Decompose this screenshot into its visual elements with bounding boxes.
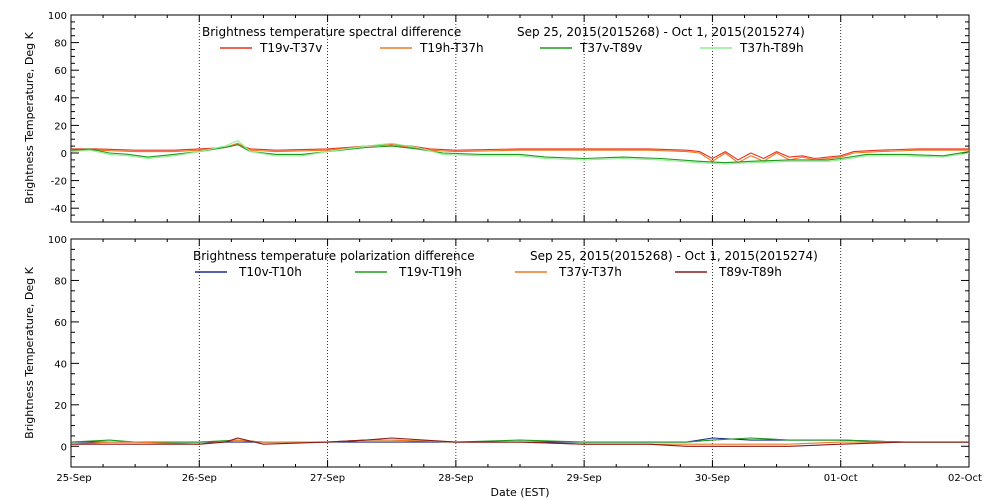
x-axis-ticks-bottom: [70, 239, 970, 467]
x-tick-label: 27-Sep: [310, 473, 345, 484]
legend-label: T19h-T37h: [419, 41, 484, 55]
y-tick-label: 40: [54, 94, 67, 105]
x-axis-label: Date (EST): [490, 486, 549, 499]
legend-top: T19v-T37v T19h-T37h T37v-T89v T37h-T89h: [220, 41, 804, 55]
x-axis-tick-labels: 25-Sep 26-Sep 27-Sep 28-Sep 29-Sep 30-Sep 01-O…: [56, 473, 982, 484]
plot-frame-bottom: [70, 238, 970, 468]
y-tick-label: -40: [51, 204, 67, 215]
x-tick-label: 30-Sep: [695, 473, 730, 484]
y-tick-label: 20: [54, 401, 67, 412]
legend-label: T37h-T89h: [739, 41, 804, 55]
y-axis-label-top: Brightness Temperature, Deg K: [23, 31, 36, 203]
legend-label: T10v-T10h: [238, 265, 302, 279]
y-tick-label: 0: [61, 149, 67, 160]
y-axis-ticks-top: -40 -20 0 20 40 60 80 100: [48, 11, 969, 223]
legend-label: T37v-T89v: [579, 41, 642, 55]
y-tick-label: 60: [54, 66, 67, 77]
plot-frame-top: [70, 14, 970, 223]
polarization-difference-panel: 0 20 40 60 80 100 Brightness temperature pola…: [23, 235, 970, 468]
chart-title-bottom: Brightness temperature polarization diff…: [193, 249, 475, 263]
y-tick-label: 40: [54, 359, 67, 370]
chart-date-range-bottom: Sep 25, 2015(2015268) - Oct 1, 2015(2015…: [530, 249, 818, 263]
chart-date-range-top: Sep 25, 2015(2015268) - Oct 1, 2015(2015…: [517, 25, 805, 39]
y-tick-label: 100: [48, 235, 67, 246]
x-tick-label: 29-Sep: [567, 473, 602, 484]
x-tick-label: 01-Oct: [824, 473, 858, 484]
x-tick-label: 26-Sep: [182, 473, 217, 484]
series-lines-bottom: [70, 437, 969, 447]
legend-label: T89v-T89h: [718, 265, 782, 279]
series-line-T37h-T89h: [70, 140, 970, 165]
series-line-T89v-T89h: [71, 437, 969, 447]
y-tick-label: 60: [54, 318, 67, 329]
legend-label: T19v-T37v: [259, 41, 322, 55]
y-axis-label-bottom: Brightness Temperature, Deg K: [23, 266, 36, 438]
y-axis-ticks-bottom: 0 20 40 60 80 100: [48, 235, 969, 468]
x-axis-ticks-top: [70, 15, 970, 222]
chart-title-top: Brightness temperature spectral differen…: [202, 25, 461, 39]
x-tick-label: 28-Sep: [438, 473, 473, 484]
x-tick-label: 02-Oct: [948, 473, 982, 484]
legend-label: T37v-T37h: [558, 265, 622, 279]
x-tick-label: 25-Sep: [56, 473, 91, 484]
y-tick-label: 100: [48, 11, 67, 22]
series-line-T19v-T19h: [70, 437, 969, 443]
vertical-gridlines-bottom: [198, 239, 842, 467]
legend-label: T19v-T19h: [398, 265, 462, 279]
series-lines-top: [70, 140, 970, 165]
spectral-difference-panel: -40 -20 0 20 40 60 80 100 Brightness temperatur…: [23, 11, 970, 223]
y-tick-label: 20: [54, 121, 67, 132]
y-tick-label: -20: [51, 177, 67, 188]
y-tick-label: 80: [54, 276, 67, 287]
series-line-T37v-T89v: [70, 144, 970, 164]
y-tick-label: 80: [54, 39, 67, 50]
legend-bottom: T10v-T10h T19v-T19h T37v-T37h T89v-T89h: [195, 265, 782, 279]
series-line-T19h-T37h: [71, 142, 969, 164]
y-tick-label: 0: [61, 442, 67, 453]
